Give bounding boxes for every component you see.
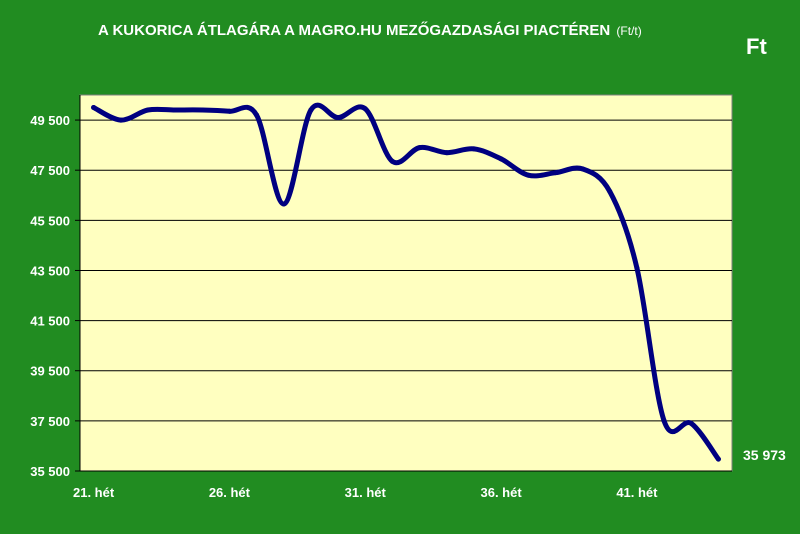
data-point [580, 166, 586, 172]
y-tick-label: 45 500 [30, 213, 70, 228]
y-tick-label: 49 500 [30, 113, 70, 128]
chart-title-text: A KUKORICA ÁTLAGÁRA A MAGRO.HU MEZŐGAZDA… [98, 22, 611, 39]
x-tick-label: 21. hét [73, 485, 115, 500]
series-layer [91, 102, 721, 462]
data-point [389, 158, 395, 164]
x-tick-label: 41. hét [616, 485, 658, 500]
y-axis-unit-label: Ft [746, 34, 767, 59]
y-tick-label: 43 500 [30, 263, 70, 278]
chart-title: A KUKORICA ÁTLAGÁRA A MAGRO.HU MEZŐGAZDA… [98, 22, 738, 39]
y-tick-label: 35 500 [30, 464, 70, 479]
x-tick-labels: 21. hét 26. hét 31. hét 36. hét 41. hét [73, 485, 658, 500]
data-point [634, 265, 640, 271]
data-point [172, 107, 178, 113]
chart-title-unit: (Ft/t) [616, 24, 642, 38]
data-point [607, 189, 613, 195]
data-point [444, 150, 450, 156]
data-point [118, 117, 124, 123]
data-point [254, 112, 260, 118]
data-point [226, 108, 232, 114]
data-point [335, 115, 341, 121]
data-point [661, 418, 667, 424]
plot-area [79, 94, 733, 472]
axes [75, 95, 732, 472]
x-tick-label: 31. hét [345, 485, 387, 500]
data-point [281, 201, 287, 207]
y-tick-label: 47 500 [30, 163, 70, 178]
data-point [417, 145, 423, 151]
data-point [471, 146, 477, 152]
x-tick-label: 26. hét [209, 485, 251, 500]
data-point [145, 107, 151, 113]
x-tick-label: 36. hét [480, 485, 522, 500]
data-point [91, 105, 97, 111]
last-value-label: 35 973 [743, 447, 786, 463]
y-tick-label: 39 500 [30, 364, 70, 379]
data-point [688, 420, 694, 426]
data-point [498, 156, 504, 162]
data-point [362, 106, 368, 112]
data-point [308, 107, 314, 113]
y-tick-label: 41 500 [30, 314, 70, 329]
y-tick-labels: 35 500 37 500 39 500 41 500 43 500 45 500 47 5… [30, 113, 70, 479]
y-tick-label: 37 500 [30, 414, 70, 429]
data-point [525, 172, 531, 178]
data-point [552, 170, 558, 176]
data-point [199, 107, 205, 113]
data-point [715, 456, 721, 462]
